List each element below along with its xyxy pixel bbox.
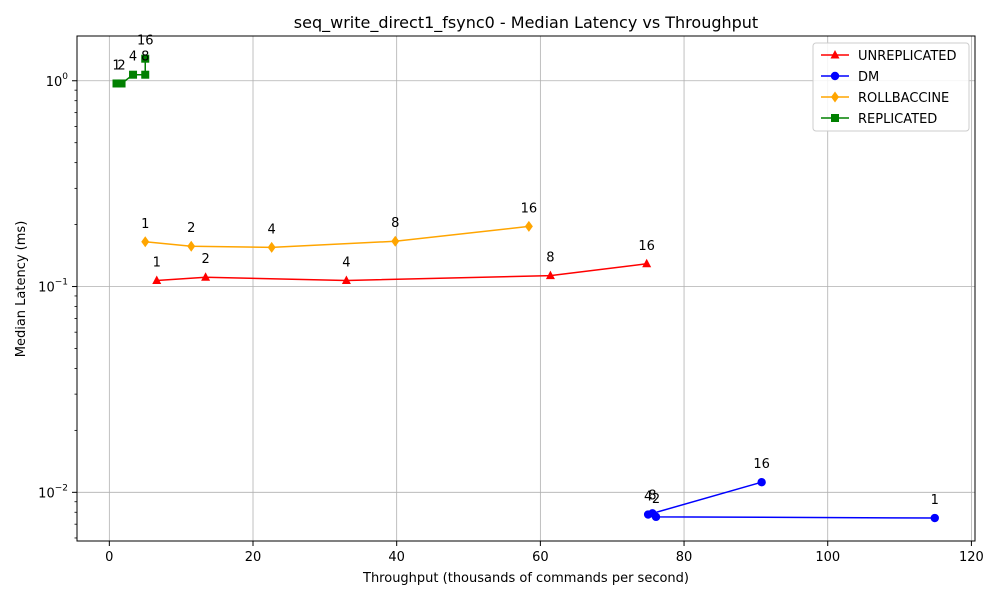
data-point [757, 477, 766, 487]
point-label: 8 [391, 216, 399, 231]
point-label: 1 [153, 255, 161, 270]
data-point [524, 220, 533, 232]
legend-item: ROLLBACCINE [821, 91, 949, 106]
data-point [141, 54, 150, 63]
point-label: 16 [521, 201, 538, 216]
point-label: 16 [638, 239, 655, 254]
legend-box [812, 42, 970, 132]
x-axis-label: Throughput (thousands of commands per se… [362, 571, 689, 586]
data-point [129, 70, 138, 79]
point-label: 4 [342, 255, 350, 270]
data-point [187, 240, 196, 252]
point-label: 8 [141, 50, 149, 65]
y-tick-label: 100 [46, 72, 69, 90]
data-point [648, 509, 657, 518]
point-label: 2 [187, 221, 195, 236]
y-axis-label: Median Latency (ms) [14, 221, 29, 358]
legend-marker [831, 91, 839, 103]
series-line [156, 263, 647, 282]
data-point [267, 241, 276, 253]
data-point [341, 275, 351, 284]
series-unreplicated [152, 258, 652, 284]
data-point [642, 258, 652, 268]
point-label: 4 [268, 222, 276, 237]
point-label: 8 [648, 488, 656, 503]
point-label: 1 [112, 58, 120, 73]
point-label: 16 [137, 34, 154, 49]
x-tick-label: 80 [676, 550, 693, 565]
plot-frame [76, 35, 976, 542]
legend: UNREPLICATED DM ROLLBACCINE REPLICATED [812, 42, 970, 132]
legend-item: REPLICATED [821, 112, 937, 127]
point-label: 2 [652, 492, 660, 507]
data-point [201, 272, 211, 281]
chart-title: seq_write_direct1_fsync0 - Median Latenc… [294, 13, 758, 33]
series-line [145, 225, 529, 249]
point-label: 1 [141, 217, 149, 232]
legend-label: ROLLBACCINE [858, 91, 949, 106]
x-tick-label: 100 [815, 550, 840, 565]
data-point [391, 235, 400, 247]
legend-label: UNREPLICATED [858, 49, 957, 64]
x-tick-label: 120 [959, 550, 984, 565]
legend-label: REPLICATED [858, 112, 937, 127]
point-label: 8 [546, 251, 554, 266]
data-point [117, 79, 126, 88]
x-tick-label: 60 [532, 550, 549, 565]
series-dm [643, 477, 939, 523]
data-point [545, 270, 555, 280]
legend-marker [831, 114, 839, 122]
data-point [930, 513, 939, 523]
legend-marker [830, 50, 840, 59]
legend-label: DM [858, 70, 879, 85]
x-tick-label: 40 [388, 550, 405, 565]
point-label: 2 [117, 58, 125, 73]
data-point [152, 275, 162, 284]
x-tick-label: 20 [245, 550, 262, 565]
series-layer [112, 54, 939, 523]
legend-item: DM [821, 70, 879, 85]
series-line [645, 481, 935, 519]
data-point [141, 70, 150, 79]
point-label: 4 [644, 490, 652, 505]
data-point [112, 79, 121, 88]
point-label: 4 [129, 50, 137, 65]
legend-item: UNREPLICATED [821, 49, 957, 64]
point-label: 16 [753, 457, 770, 472]
x-tick-label: 0 [105, 550, 113, 565]
y-tick-label: 10−2 [38, 483, 68, 501]
series-replicated [112, 54, 150, 88]
series-rollbaccine [141, 220, 533, 253]
point-label: 1 [931, 493, 939, 508]
y-tick-label: 10−1 [38, 278, 68, 296]
data-point [141, 236, 150, 248]
axis-ticks: 0 20 40 60 80 100 120 10−2 10−1 100 [38, 72, 984, 565]
legend-marker [830, 71, 840, 81]
point-label: 2 [201, 252, 209, 267]
